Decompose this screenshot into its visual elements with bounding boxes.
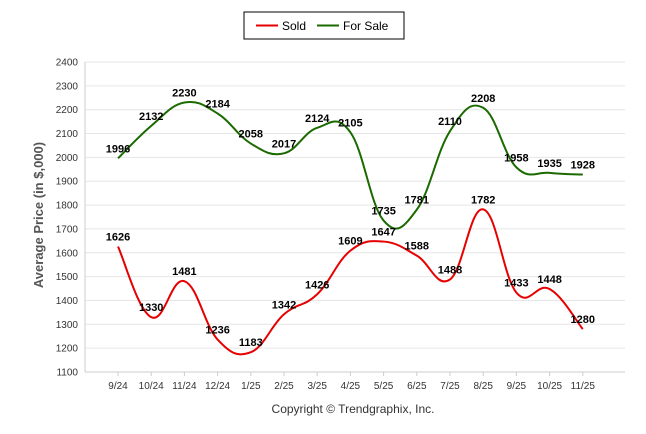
series-line-sold xyxy=(117,208,584,356)
x-tick-label: 9/25 xyxy=(507,381,527,392)
y-tick-label: 1700 xyxy=(56,224,79,235)
legend-label-for-sale: For Sale xyxy=(343,19,389,33)
data-label-sold: 1588 xyxy=(405,241,429,253)
x-tick-label: 7/25 xyxy=(440,381,460,392)
data-label-for-sale: 1996 xyxy=(106,143,130,155)
data-label-for-sale: 1958 xyxy=(504,152,528,164)
x-tick-label: 3/25 xyxy=(307,381,327,392)
y-tick-label: 2000 xyxy=(56,153,79,164)
data-label-sold: 1481 xyxy=(172,266,196,278)
x-tick-label: 4/25 xyxy=(341,381,361,392)
data-label-for-sale: 2110 xyxy=(438,116,462,128)
x-tick-label: 9/24 xyxy=(108,381,128,392)
data-label-for-sale: 2017 xyxy=(272,138,296,150)
y-tick-label: 1300 xyxy=(56,320,79,331)
y-tick-label: 1800 xyxy=(56,201,79,212)
data-label-sold: 1330 xyxy=(139,302,163,314)
axis-layer: 1100 1200 1300 1400 1500 1600 1700 1800 1900 2000… xyxy=(56,58,625,392)
x-tick-label: 8/25 xyxy=(473,381,493,392)
x-tick-label: 5/25 xyxy=(374,381,394,392)
data-label-sold: 1609 xyxy=(338,236,362,248)
copyright-footer: Copyright © Trendgraphix, Inc. xyxy=(272,402,435,416)
y-tick-label: 1900 xyxy=(56,177,79,188)
x-tick-label: 12/24 xyxy=(205,381,230,392)
data-label-sold: 1183 xyxy=(239,337,263,349)
data-label-sold: 1280 xyxy=(571,314,595,326)
x-tick-label: 11/24 xyxy=(172,381,197,392)
y-tick-label: 1400 xyxy=(56,296,79,307)
series-line-for-sale xyxy=(117,100,583,230)
data-label-for-sale: 1935 xyxy=(537,158,561,170)
series-layer xyxy=(117,100,584,356)
data-label-for-sale: 2124 xyxy=(305,113,330,125)
data-label-sold: 1426 xyxy=(305,279,329,291)
x-tick-label: 11/25 xyxy=(571,381,596,392)
data-label-for-sale: 2105 xyxy=(338,117,362,129)
y-tick-label: 1100 xyxy=(56,368,78,379)
data-label-sold: 1488 xyxy=(438,264,462,276)
y-axis-label: Average Price (in $,000) xyxy=(31,142,46,288)
data-label-for-sale: 2230 xyxy=(172,88,196,100)
x-tick-label: 10/24 xyxy=(139,381,164,392)
y-tick-label: 2400 xyxy=(56,58,79,69)
grid-layer xyxy=(85,61,625,373)
legend-label-sold: Sold xyxy=(282,19,306,33)
data-label-sold: 1448 xyxy=(537,274,561,286)
legend: Sold For Sale xyxy=(243,11,405,40)
data-label-for-sale: 2184 xyxy=(205,99,230,111)
y-tick-label: 1600 xyxy=(56,248,79,259)
x-tick-label: 2/25 xyxy=(274,381,294,392)
data-label-for-sale: 2132 xyxy=(139,111,163,123)
data-label-for-sale: 2208 xyxy=(471,93,495,105)
y-tick-label: 2200 xyxy=(56,105,79,116)
y-tick-label: 2300 xyxy=(56,81,79,92)
x-tick-label: 6/25 xyxy=(407,381,427,392)
data-label-for-sale: 1928 xyxy=(571,160,595,172)
data-label-sold: 1626 xyxy=(106,232,130,244)
x-tick-label: 1/25 xyxy=(241,381,261,392)
y-tick-label: 2100 xyxy=(56,129,79,140)
data-label-sold: 1782 xyxy=(471,194,495,206)
data-label-sold: 1342 xyxy=(272,299,296,311)
y-tick-label: 1200 xyxy=(56,344,79,355)
data-label-sold: 1236 xyxy=(205,325,229,337)
data-label-for-sale: 2058 xyxy=(239,129,263,141)
data-label-sold: 1433 xyxy=(504,278,528,290)
data-label-for-sale: 1781 xyxy=(405,195,429,207)
data-label-sold: 1647 xyxy=(371,227,395,239)
data-label-for-sale: 1735 xyxy=(371,206,395,218)
data-label-layer: 1626 1330 1481 1236 1183 1342 1426 1609 1647 1588… xyxy=(106,88,595,350)
x-tick-label: 10/25 xyxy=(537,381,562,392)
y-tick-label: 1500 xyxy=(56,272,79,283)
